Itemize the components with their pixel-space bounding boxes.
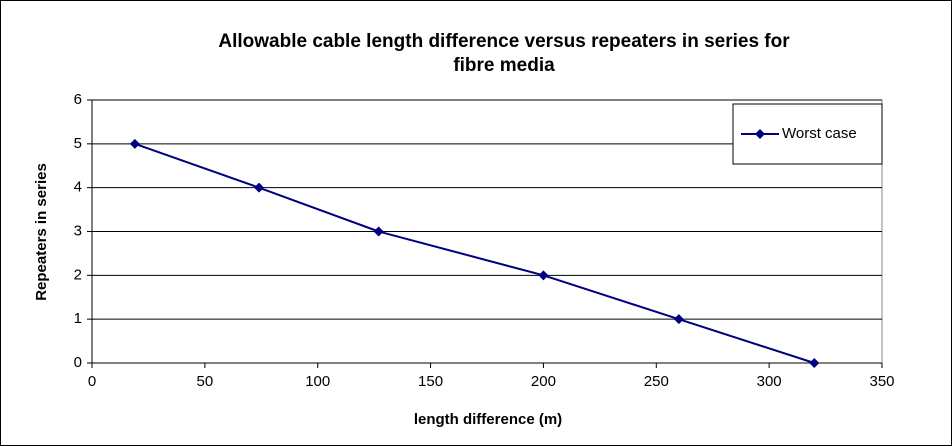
line-series xyxy=(134,142,815,364)
marker xyxy=(755,129,765,139)
y-tick-label: 3 xyxy=(74,222,82,239)
x-axis-label: length difference (m) xyxy=(414,411,562,428)
marker xyxy=(673,314,684,325)
y-axis-label: Repeaters in series xyxy=(33,163,50,301)
x-tick-label: 300 xyxy=(757,373,782,390)
marker xyxy=(129,138,140,149)
y-tick-label: 1 xyxy=(74,310,82,327)
x-tick-label: 150 xyxy=(418,373,443,390)
x-tick-label: 100 xyxy=(305,373,330,390)
x-tick-label: 250 xyxy=(644,373,669,390)
y-tick-label: 4 xyxy=(74,179,82,196)
x-tick-label: 350 xyxy=(869,373,894,390)
legend-label: Worst case xyxy=(782,125,857,142)
x-tick-label: 0 xyxy=(88,373,96,390)
marker xyxy=(538,270,549,281)
chart-title: Allowable cable length difference versus… xyxy=(218,31,790,76)
marker xyxy=(254,182,265,193)
y-tick-label: 0 xyxy=(74,354,82,371)
y-tick-label: 6 xyxy=(74,91,82,108)
marker xyxy=(809,358,820,368)
x-tick-label: 50 xyxy=(197,373,214,390)
y-tick-label: 2 xyxy=(74,266,82,283)
marker xyxy=(373,226,384,237)
x-tick-label: 200 xyxy=(531,373,556,390)
y-tick-label: 5 xyxy=(74,135,82,152)
